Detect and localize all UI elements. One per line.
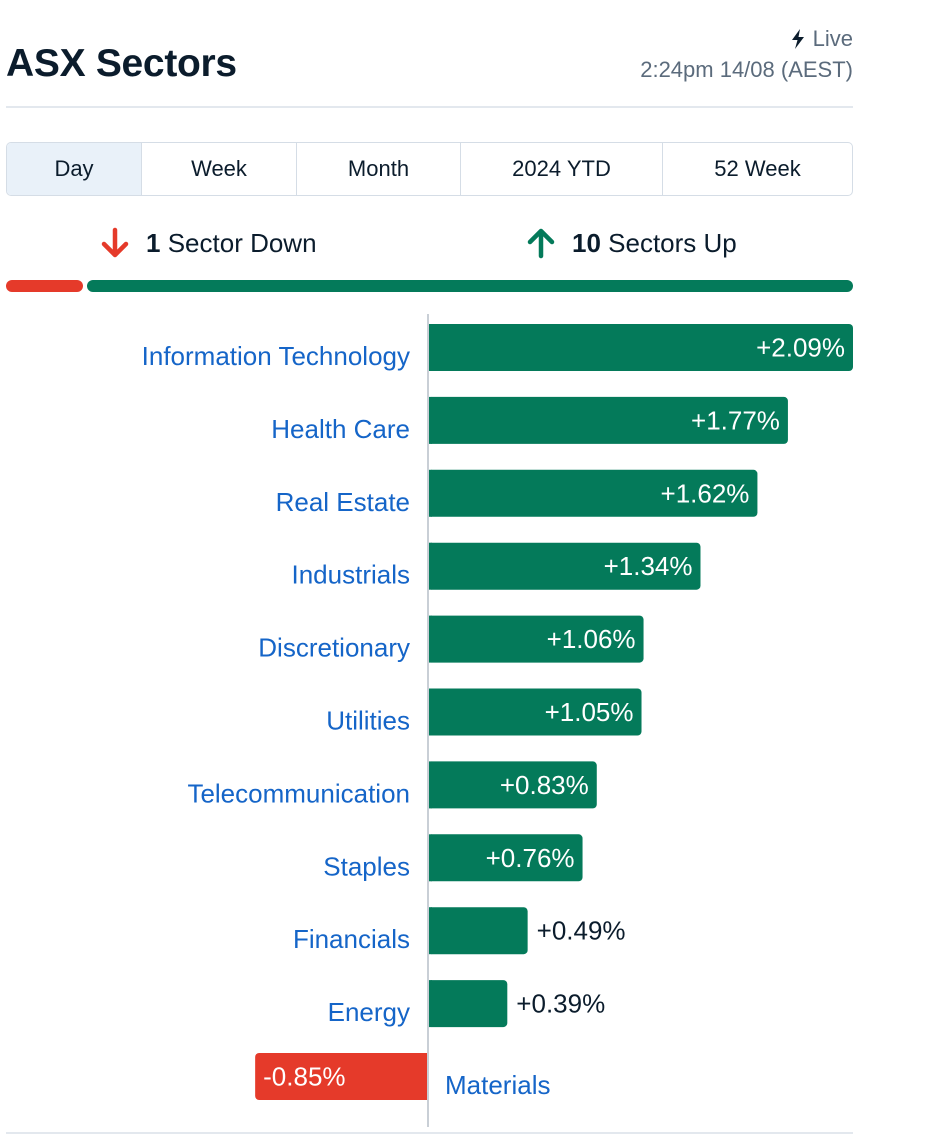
down-text: Sector Down: [167, 227, 317, 258]
bar: [428, 324, 853, 371]
category-label[interactable]: Materials: [445, 1070, 550, 1100]
bar: [255, 1053, 428, 1100]
tab-week[interactable]: Week: [142, 143, 297, 195]
sector-bar-chart: Information Technology +2.09% Health Care +…: [142, 314, 853, 1127]
bar: [428, 615, 644, 663]
lightning-bolt-icon: [791, 29, 804, 49]
tab-month[interactable]: Month: [297, 143, 461, 195]
asx-sectors-widget: ASX Sectors Live 2:24pm 14/08 (AEST) Day…: [6, 0, 853, 1140]
period-tabs: Day Week Month 2024 YTD 52 Week: [6, 142, 853, 196]
value-label: +0.49%: [537, 916, 626, 946]
bottom-divider: [6, 1132, 853, 1134]
category-label[interactable]: Health Care: [271, 414, 410, 444]
bar: [428, 542, 701, 590]
bar: [428, 907, 528, 955]
value-label: +1.77%: [691, 405, 780, 435]
up-count: 10: [572, 227, 601, 258]
category-label[interactable]: Telecommunication: [187, 778, 410, 808]
bar: [428, 469, 758, 517]
value-label: +1.06%: [547, 624, 636, 654]
header-divider: [6, 106, 853, 108]
value-label: +2.09%: [756, 333, 845, 363]
down-count: 1: [146, 227, 161, 258]
category-label[interactable]: Staples: [323, 851, 410, 881]
category-label[interactable]: Financials: [293, 924, 410, 954]
bar-edge: [428, 542, 432, 590]
value-label: +0.83%: [500, 770, 589, 800]
live-label: Live: [812, 26, 853, 51]
arrow-down-icon: [101, 227, 129, 258]
tab-52-week[interactable]: 52 Week: [714, 156, 801, 181]
bar-edge: [428, 324, 432, 371]
sectors-down-summary: 1 Sector Down: [98, 226, 317, 260]
category-label[interactable]: Information Technology: [142, 341, 410, 371]
page-title: ASX Sectors: [6, 42, 237, 85]
category-label[interactable]: Energy: [328, 997, 410, 1027]
value-label: +0.76%: [486, 843, 575, 873]
bar: [428, 761, 597, 809]
timestamp: 2:24pm 14/08 (AEST): [640, 57, 853, 82]
bar: [428, 688, 642, 736]
bar-edge: [428, 469, 432, 517]
bar-edge: [428, 834, 432, 882]
live-indicator: Live: [791, 26, 853, 52]
bar-edge: [428, 688, 432, 736]
category-label[interactable]: Industrials: [292, 560, 411, 590]
value-label: -0.85%: [263, 1062, 345, 1092]
bar: [428, 834, 583, 882]
bar-edge: [428, 396, 432, 444]
bar: [428, 980, 508, 1028]
category-label[interactable]: Discretionary: [258, 633, 410, 663]
bar-edge: [428, 907, 432, 955]
value-label: +1.34%: [604, 551, 693, 581]
bar-edge: [424, 1053, 428, 1100]
arrow-up-icon: [527, 228, 555, 259]
up-text: Sectors Up: [608, 227, 737, 258]
value-label: +1.05%: [545, 697, 634, 727]
value-label: +0.39%: [516, 989, 605, 1019]
bar-edge: [428, 761, 432, 809]
breadth-bar-down: [6, 280, 83, 292]
sectors-up-summary: 10 Sectors Up: [524, 226, 737, 260]
value-label: +1.62%: [661, 478, 750, 508]
bar: [428, 396, 788, 444]
tab-day[interactable]: Day: [7, 143, 142, 195]
category-label[interactable]: Utilities: [326, 706, 410, 736]
breadth-bar-up: [87, 280, 853, 292]
category-label[interactable]: Real Estate: [276, 487, 410, 517]
bar-edge: [428, 615, 432, 663]
tab-2024-ytd[interactable]: 2024 YTD: [461, 143, 663, 195]
bar-edge: [428, 980, 432, 1028]
